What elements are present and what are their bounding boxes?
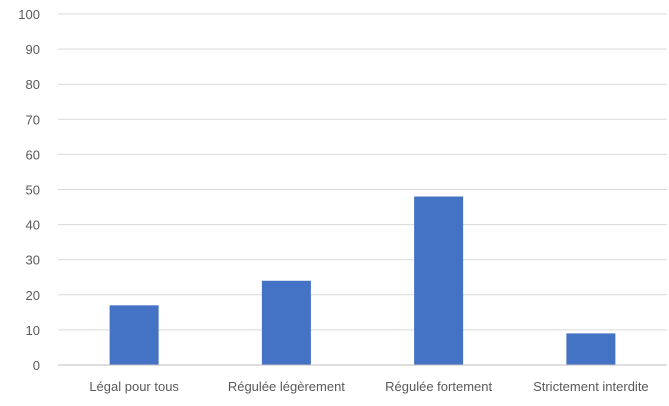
x-axis-tick-labels: Légal pour tous Régulée légèrement Régulée… [89,379,648,394]
bars [109,196,616,365]
y-tick-label: 10 [26,323,40,338]
y-tick-label: 80 [26,77,40,92]
y-tick-label: 100 [18,7,40,22]
y-tick-label: 60 [26,147,40,162]
y-tick-label: 20 [26,288,40,303]
x-tick-label: Régulée légèrement [228,379,345,394]
bar [261,280,311,365]
y-tick-label: 70 [26,112,40,127]
bar [414,196,464,365]
y-tick-label: 40 [26,218,40,233]
gridlines [58,13,667,331]
x-tick-label: Strictement interdite [533,379,649,394]
y-tick-label: 90 [26,42,40,57]
x-tick-label: Légal pour tous [89,379,179,394]
y-tick-label: 30 [26,253,40,268]
y-tick-label: 50 [26,183,40,198]
x-tick-label: Régulée fortement [385,379,492,394]
y-tick-label: 0 [33,358,40,373]
bar [566,333,616,365]
bar [109,305,159,365]
y-axis-tick-labels: 0 10 20 30 40 50 60 70 80 90 100 [18,7,40,373]
